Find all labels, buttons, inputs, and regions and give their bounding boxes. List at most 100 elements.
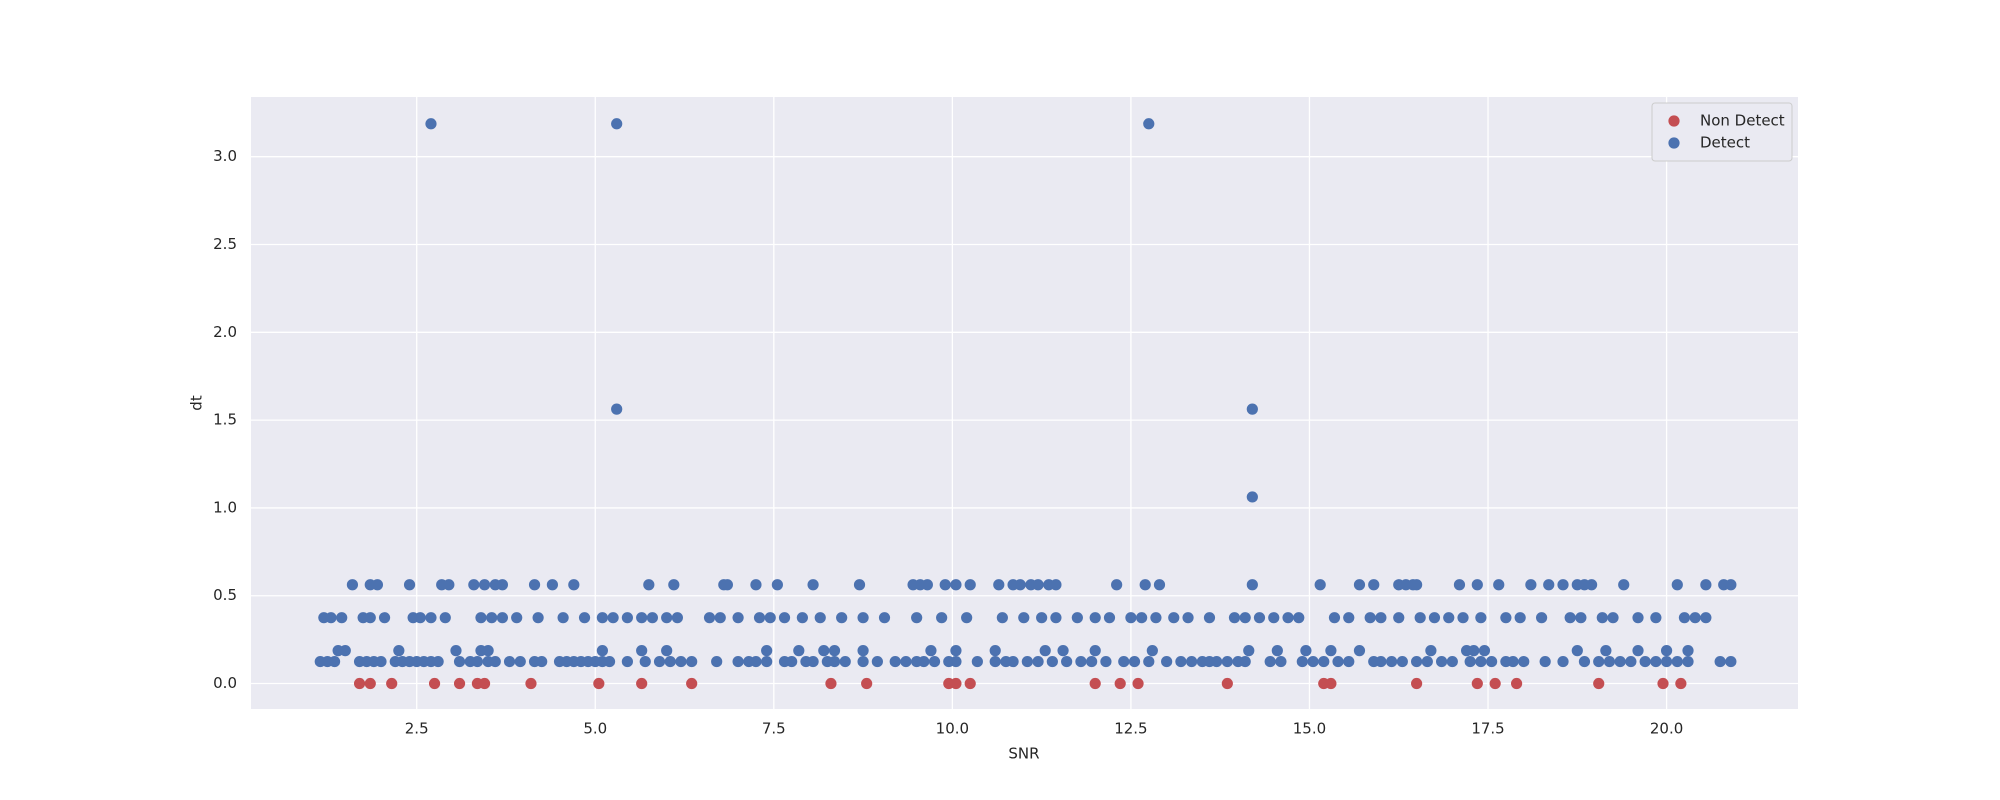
scatter-point: [607, 612, 619, 624]
scatter-point: [664, 655, 676, 668]
scatter-point: [1414, 612, 1426, 624]
scatter-point: [1343, 612, 1355, 624]
scatter-point: [971, 655, 983, 668]
scatter-point: [578, 612, 591, 624]
scatter-point: [911, 612, 923, 624]
scatter-point: [1103, 612, 1116, 624]
scatter-point: [393, 645, 405, 657]
scatter-point: [1061, 655, 1073, 668]
scatter-point: [478, 579, 491, 591]
scatter-point: [1332, 655, 1344, 668]
scatter-point: [1428, 612, 1441, 624]
scatter-point: [386, 677, 398, 690]
scatter-point: [857, 655, 869, 668]
scatter-point: [1246, 579, 1258, 591]
scatter-point: [1464, 655, 1476, 668]
x-tick-label: 12.5: [1114, 720, 1147, 738]
scatter-point: [857, 645, 869, 657]
scatter-point: [921, 579, 933, 591]
scatter-point: [1086, 655, 1098, 668]
y-tick-label: 2.5: [213, 235, 237, 253]
scatter-point: [1618, 579, 1630, 591]
scatter-point: [1639, 655, 1651, 668]
scatter-point: [807, 579, 819, 591]
scatter-point: [471, 655, 484, 668]
scatter-point: [596, 612, 608, 624]
scatter-point: [489, 655, 501, 668]
scatter-point: [482, 645, 494, 657]
scatter-point: [1564, 612, 1576, 624]
scatter-point: [950, 655, 962, 668]
scatter-point: [939, 579, 951, 591]
scatter-point: [1221, 655, 1233, 668]
x-tick-label: 20.0: [1650, 720, 1683, 738]
scatter-point: [593, 677, 605, 690]
x-tick-label: 15.0: [1293, 720, 1326, 738]
scatter-point: [1325, 645, 1337, 657]
scatter-point: [1150, 612, 1162, 624]
scatter-point: [1593, 677, 1605, 690]
marks: [314, 118, 1737, 690]
scatter-point: [1343, 655, 1355, 668]
scatter-point: [1500, 612, 1512, 624]
scatter-point: [1535, 612, 1548, 624]
scatter-point: [478, 677, 491, 690]
scatter-point: [1307, 655, 1319, 668]
scatter-point: [661, 645, 673, 657]
scatter-point: [828, 645, 841, 657]
scatter-point: [889, 655, 901, 668]
scatter-point: [1246, 403, 1258, 415]
x-tick-label: 7.5: [762, 720, 786, 738]
scatter-point: [1293, 612, 1305, 624]
scatter-point: [1246, 491, 1258, 503]
scatter-point: [1300, 645, 1312, 657]
scatter-point: [1493, 579, 1505, 591]
scatter-point: [675, 655, 687, 668]
scatter-point: [878, 612, 891, 624]
scatter-point: [900, 655, 912, 668]
scatter-point: [996, 612, 1008, 624]
scatter-point: [1036, 612, 1048, 624]
y-axis-label: dt: [188, 395, 206, 411]
scatter-point: [1596, 612, 1608, 624]
scatter-point: [1375, 612, 1387, 624]
y-tick-label: 0.5: [213, 586, 237, 604]
scatter-point: [443, 579, 455, 591]
scatter-point: [964, 677, 976, 690]
scatter-point: [1411, 677, 1423, 690]
scatter-point: [646, 612, 658, 624]
scatter-point: [1557, 655, 1569, 668]
scatter-point: [732, 655, 744, 668]
scatter-point: [1253, 612, 1266, 624]
scatter-point: [621, 655, 633, 668]
scatter-point: [1578, 655, 1591, 668]
scatter-point: [964, 579, 976, 591]
scatter-point: [1585, 579, 1598, 591]
scatter-point: [1660, 655, 1673, 668]
scatter-point: [353, 677, 366, 690]
scatter-point: [1714, 655, 1726, 668]
scatter-point: [661, 612, 673, 624]
scatter-point: [686, 677, 698, 690]
scatter-point: [1507, 655, 1519, 668]
scatter-point: [1671, 655, 1683, 668]
scatter-point: [653, 655, 666, 668]
scatter-point: [703, 612, 716, 624]
scatter-point: [1071, 612, 1083, 624]
scatter-point: [1675, 677, 1687, 690]
scatter-point: [1396, 655, 1408, 668]
scatter-point: [1146, 645, 1158, 657]
scatter-point: [1650, 655, 1662, 668]
scatter-point: [936, 612, 948, 624]
scatter-point: [753, 612, 766, 624]
scatter-point: [857, 612, 869, 624]
scatter-point: [1543, 579, 1555, 591]
scatter-point: [453, 655, 466, 668]
scatter-point: [1657, 677, 1669, 690]
scatter-point: [989, 645, 1001, 657]
scatter-point: [453, 677, 466, 690]
scatter-point: [1682, 645, 1694, 657]
scatter-point: [532, 612, 544, 624]
legend-marker: [1668, 137, 1680, 149]
